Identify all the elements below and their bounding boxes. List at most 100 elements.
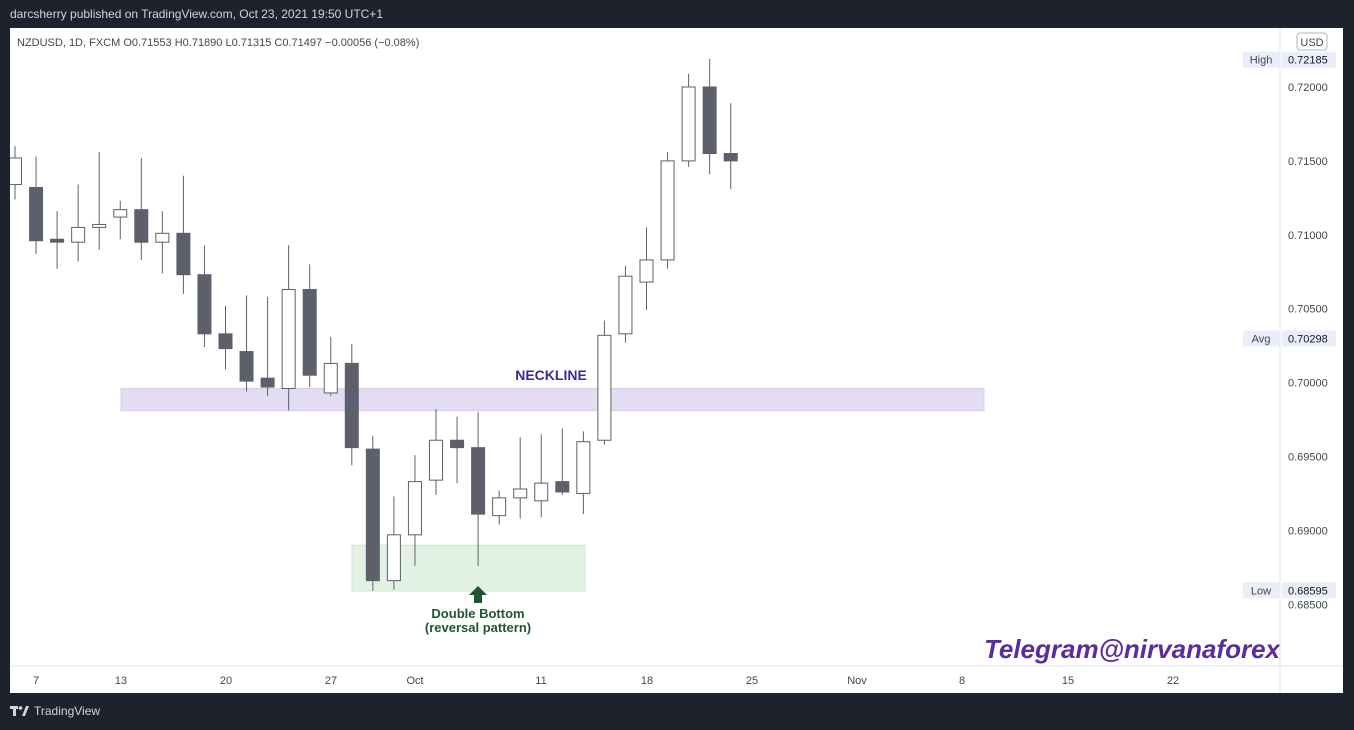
reversal-pattern-label: (reversal pattern) [425,620,531,635]
time-axis[interactable]: 7 13 20 27 Oct 11 18 25 Nov 8 15 22 [33,675,1179,687]
price-axis[interactable]: 0.72000 0.71500 0.71000 0.70500 0.70000 0.695… [1288,82,1328,611]
candle [723,103,738,189]
price-chart[interactable]: NECKLINE Double Bottom (reversal pattern… [8,28,1343,693]
time-tick-label: 8 [959,675,965,687]
candle [365,435,380,591]
neckline-zone [120,388,985,412]
high-label: High [1250,55,1273,67]
candle-body [344,362,359,449]
time-tick-label: Oct [406,675,423,687]
candle-body [8,157,22,186]
candle-body [534,482,549,502]
tradingview-brand: TradingView [34,704,101,718]
candle [113,200,128,240]
candle-body [71,226,86,243]
avg-value-box [1282,330,1336,347]
candle [492,490,507,525]
candle [618,265,633,343]
candle-body [155,232,170,243]
candle [71,184,86,262]
candle-body [576,441,591,494]
candle [239,295,254,392]
price-labels: High 0.72185 Avg 0.70298 Low 0.68595 [1243,51,1336,599]
candle-body [660,160,675,261]
time-tick-label: 20 [220,675,232,687]
candle-body [218,333,233,350]
candle [534,434,549,518]
time-tick-label: 7 [33,675,39,687]
candle-body [92,223,107,228]
tradingview-logo-icon [10,706,29,716]
time-tick-label: 25 [746,675,758,687]
price-tick-label: 0.69500 [1288,452,1328,464]
candle [576,431,591,515]
time-tick-label: Nov [847,675,867,687]
currency-badge[interactable]: USD [1296,32,1328,51]
candle [8,146,22,200]
candle-body [450,439,465,449]
bottom-bar [0,694,1354,730]
candle [681,73,696,167]
candle-body [597,334,612,441]
candle-body [323,362,338,394]
candle [450,416,465,484]
candle [323,336,338,396]
candle [702,58,717,175]
avg-label-box [1243,330,1280,347]
up-arrow-icon [469,586,487,603]
price-tick-label: 0.69000 [1288,525,1328,537]
candle-body [513,488,528,499]
candle-body [197,274,212,335]
tradingview-logo[interactable]: TradingView [10,704,100,718]
avg-label: Avg [1252,334,1271,346]
candle [197,245,212,348]
candle [302,264,317,388]
zones-layer [120,388,985,592]
candle-body [702,86,717,155]
low-label: Low [1251,585,1271,597]
low-label-box [1243,582,1280,599]
candle-body [386,534,401,582]
high-value: 0.72185 [1288,55,1328,67]
price-tick-label: 0.71500 [1288,156,1328,168]
telegram-watermark: Telegram@nirvanaforex [984,634,1282,664]
candle-body [429,439,443,481]
candle-body [365,448,380,582]
high-label-box [1243,51,1280,68]
candle [429,409,443,495]
candle-body [407,481,422,536]
candle [29,156,44,255]
candle-body [639,259,654,283]
low-value-box [1282,582,1336,599]
candle-body [239,351,254,382]
candle-body [618,275,633,335]
time-tick-label: 13 [115,675,127,687]
candle-body [29,187,44,242]
candle [176,175,191,294]
currency-label: USD [1300,37,1323,49]
time-tick-label: 11 [535,675,546,687]
candle [555,428,570,495]
candle [218,305,233,370]
candle [344,344,359,466]
price-tick-label: 0.71000 [1288,230,1328,242]
candle [407,455,422,566]
time-tick-label: 22 [1167,675,1179,687]
candle-body [471,447,486,515]
candle [597,320,612,445]
candle-body [302,288,317,376]
chart-frame[interactable]: NECKLINE Double Bottom (reversal pattern… [8,28,1343,693]
candle-body [281,288,296,390]
candle-body [176,232,191,276]
price-tick-label: 0.72000 [1288,82,1328,94]
symbol-legend: NZDUSD, 1D, FXCM O0.71553 H0.71890 L0.71… [17,37,419,49]
candle [471,412,486,566]
candle-body [50,238,65,243]
publisher-info: darcsherry published on TradingView.com,… [10,7,383,21]
time-tick-label: 15 [1062,675,1074,687]
time-tick-label: 27 [325,675,337,687]
double-bottom-label: Double Bottom [431,606,524,621]
candle-body [113,209,128,218]
time-tick-label: 18 [641,675,653,687]
candle [639,227,654,311]
